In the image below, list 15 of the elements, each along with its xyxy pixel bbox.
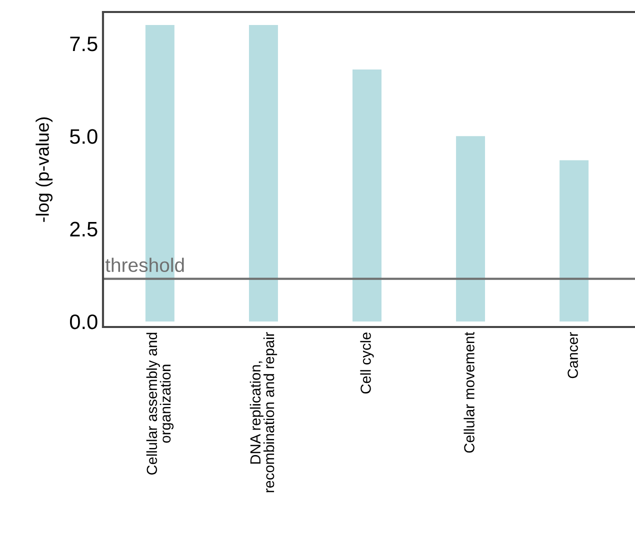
bar: [560, 160, 589, 322]
y-axis-title: -log (p-value): [36, 117, 53, 222]
x-tick-label: Cellular movement: [464, 332, 474, 453]
bar: [352, 69, 382, 322]
x-tick-label: Cellular assembly and organization: [146, 332, 174, 475]
y-tick-label: 7.5: [70, 36, 98, 52]
x-tick-label: Cancer: [568, 332, 578, 378]
y-tick-label: 0.0: [70, 314, 98, 330]
bar: [248, 24, 278, 322]
x-tick-label: Cell cycle: [360, 332, 374, 394]
x-tick-label: DNA replication, recombination and repair: [250, 332, 278, 492]
y-tick-label: 2.5: [70, 222, 98, 237]
ref-line-label: threshold: [105, 258, 184, 272]
bar: [456, 136, 486, 322]
y-tick-label: 5.0: [70, 129, 98, 144]
